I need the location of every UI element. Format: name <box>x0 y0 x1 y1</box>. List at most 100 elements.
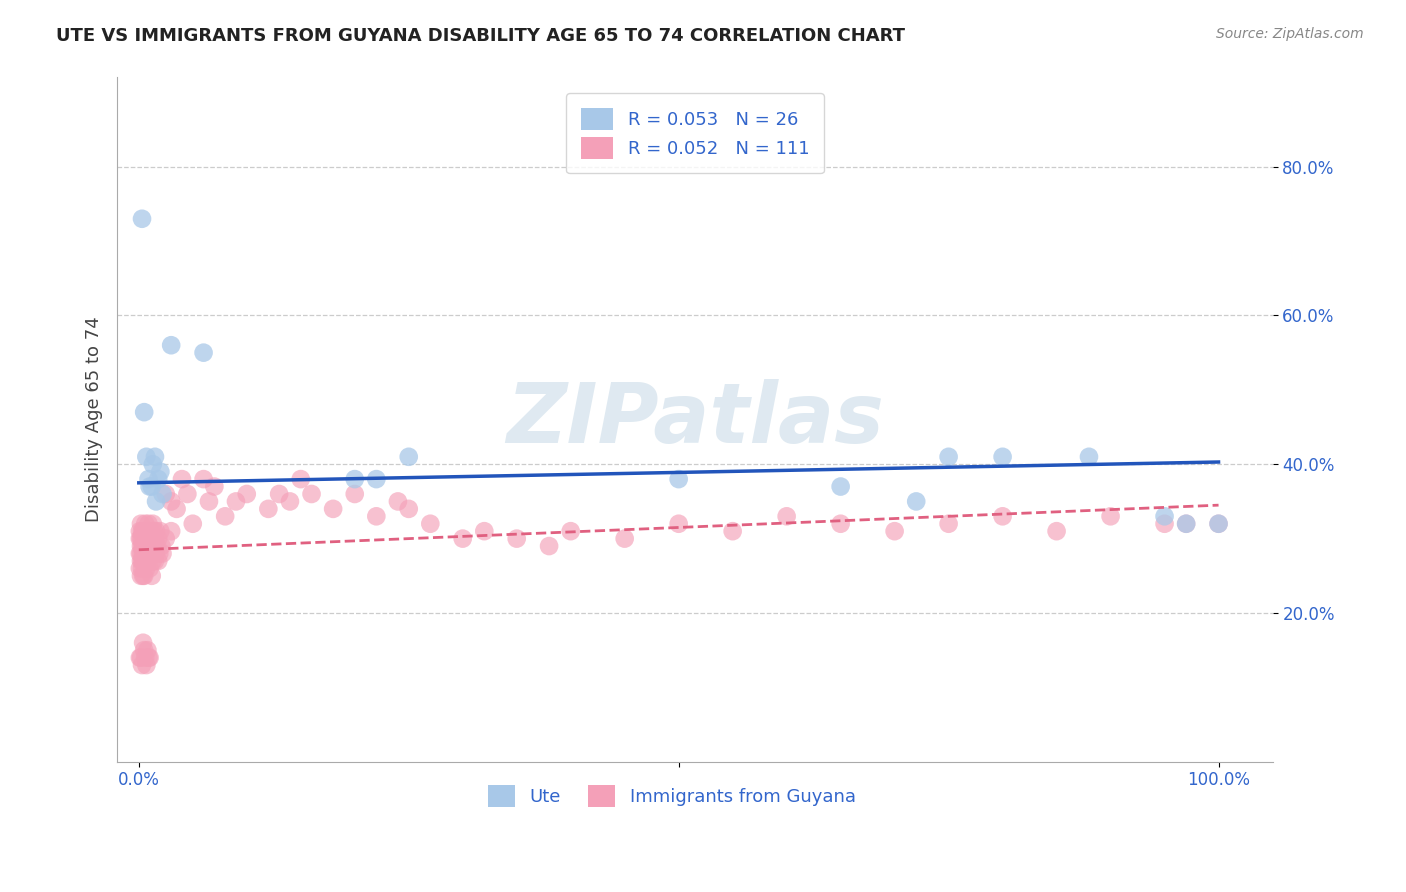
Point <box>1078 450 1101 464</box>
Point <box>128 532 150 546</box>
Point <box>131 554 153 568</box>
Point <box>136 532 159 546</box>
Point <box>139 539 162 553</box>
Point <box>134 405 156 419</box>
Point <box>129 569 152 583</box>
Point <box>166 501 188 516</box>
Point <box>613 532 636 546</box>
Point <box>830 479 852 493</box>
Point <box>134 524 156 538</box>
Point <box>142 516 165 531</box>
Point <box>143 554 166 568</box>
Point <box>398 450 420 464</box>
Point <box>198 494 221 508</box>
Point <box>148 547 170 561</box>
Point <box>129 650 152 665</box>
Point <box>134 516 156 531</box>
Point <box>343 487 366 501</box>
Point <box>152 487 174 501</box>
Point <box>134 650 156 665</box>
Point <box>131 658 153 673</box>
Point <box>1208 516 1230 531</box>
Point <box>991 509 1014 524</box>
Point <box>148 472 170 486</box>
Point <box>290 472 312 486</box>
Point <box>131 211 153 226</box>
Point <box>132 636 155 650</box>
Point <box>451 532 474 546</box>
Point <box>1153 509 1175 524</box>
Point <box>142 457 165 471</box>
Point <box>136 643 159 657</box>
Point <box>138 472 160 486</box>
Point <box>193 345 215 359</box>
Point <box>142 524 165 538</box>
Point <box>141 569 163 583</box>
Point <box>134 569 156 583</box>
Point <box>135 532 157 546</box>
Point <box>1153 516 1175 531</box>
Point <box>257 501 280 516</box>
Point <box>419 516 441 531</box>
Y-axis label: Disability Age 65 to 74: Disability Age 65 to 74 <box>86 317 103 523</box>
Point <box>181 516 204 531</box>
Point <box>155 532 177 546</box>
Point <box>145 547 167 561</box>
Point <box>135 524 157 538</box>
Point <box>139 524 162 538</box>
Point <box>138 516 160 531</box>
Point <box>775 509 797 524</box>
Point <box>938 450 960 464</box>
Point <box>134 643 156 657</box>
Point <box>170 472 193 486</box>
Point <box>129 554 152 568</box>
Point <box>1045 524 1067 538</box>
Point <box>131 532 153 546</box>
Point <box>538 539 561 553</box>
Point <box>134 547 156 561</box>
Point <box>131 539 153 553</box>
Point <box>322 501 344 516</box>
Point <box>132 554 155 568</box>
Point <box>160 494 183 508</box>
Point <box>136 547 159 561</box>
Point <box>160 338 183 352</box>
Point <box>343 472 366 486</box>
Point <box>560 524 582 538</box>
Point <box>138 479 160 493</box>
Point <box>472 524 495 538</box>
Point <box>138 650 160 665</box>
Point <box>138 547 160 561</box>
Point <box>128 561 150 575</box>
Text: ZIPatlas: ZIPatlas <box>506 379 884 460</box>
Text: UTE VS IMMIGRANTS FROM GUYANA DISABILITY AGE 65 TO 74 CORRELATION CHART: UTE VS IMMIGRANTS FROM GUYANA DISABILITY… <box>56 27 905 45</box>
Point <box>128 650 150 665</box>
Point <box>132 524 155 538</box>
Point <box>143 450 166 464</box>
Point <box>152 547 174 561</box>
Point <box>131 524 153 538</box>
Point <box>301 487 323 501</box>
Point <box>269 487 291 501</box>
Point <box>150 539 173 553</box>
Point <box>138 650 160 665</box>
Point <box>128 547 150 561</box>
Point <box>135 658 157 673</box>
Point <box>141 547 163 561</box>
Point <box>1175 516 1198 531</box>
Point <box>134 554 156 568</box>
Point <box>148 532 170 546</box>
Point <box>132 569 155 583</box>
Point <box>668 516 690 531</box>
Point <box>129 539 152 553</box>
Point <box>134 532 156 546</box>
Point <box>505 532 527 546</box>
Point <box>830 516 852 531</box>
Point <box>1175 516 1198 531</box>
Point <box>141 479 163 493</box>
Point <box>387 494 409 508</box>
Point <box>143 532 166 546</box>
Point <box>214 509 236 524</box>
Point <box>202 479 225 493</box>
Point <box>131 561 153 575</box>
